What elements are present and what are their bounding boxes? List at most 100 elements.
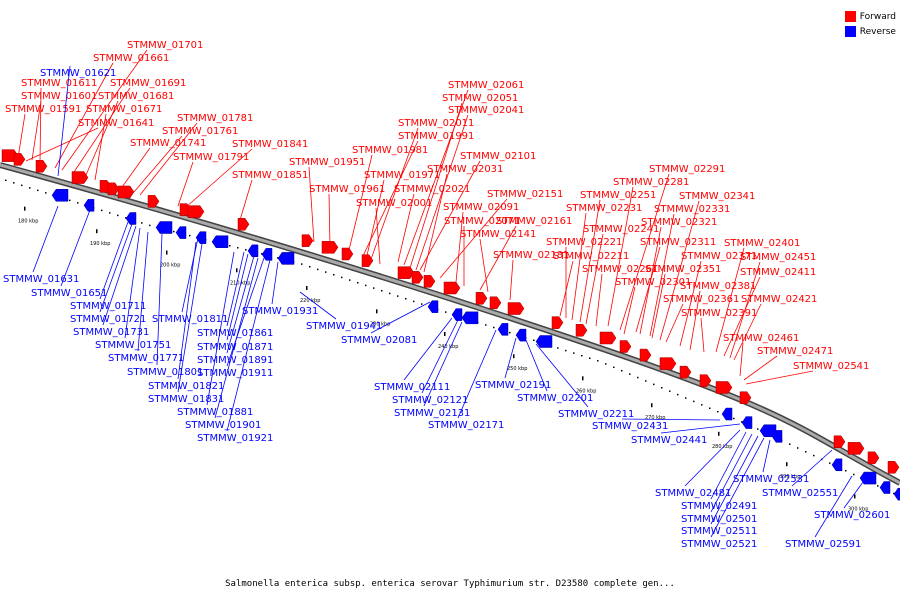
scale-dot bbox=[325, 271, 327, 273]
forward-leader-line bbox=[54, 62, 114, 169]
reverse-gene-label: STMMW_01721 bbox=[70, 314, 146, 325]
forward-gene-arrow bbox=[833, 435, 846, 449]
reverse-gene-arrow bbox=[247, 244, 259, 258]
forward-leader-line bbox=[409, 102, 463, 269]
scale-dot bbox=[789, 443, 791, 445]
scale-dot bbox=[805, 451, 807, 453]
reverse-gene-label: STMMW_02441 bbox=[631, 435, 707, 446]
forward-gene-arrow bbox=[739, 391, 752, 404]
reverse-gene-arrow bbox=[451, 308, 463, 321]
reverse-gene-arrow bbox=[771, 430, 783, 443]
forward-leader-line bbox=[623, 286, 636, 335]
scale-dot bbox=[685, 397, 687, 399]
scale-dot bbox=[661, 387, 663, 389]
reverse-leader-line bbox=[621, 418, 721, 421]
reverse-gene-arrow bbox=[741, 416, 753, 429]
reverse-leader-line bbox=[206, 251, 235, 406]
reverse-leader-line bbox=[710, 431, 747, 500]
tick-mark bbox=[236, 268, 238, 273]
forward-gene-label: STMMW_01701 bbox=[127, 40, 203, 51]
reverse-gene-label: STMMW_01621 bbox=[40, 68, 116, 79]
scale-dot bbox=[445, 311, 447, 313]
reverse-leader-line bbox=[403, 317, 453, 381]
forward-leader-line bbox=[559, 260, 574, 317]
scale-dot bbox=[637, 376, 639, 379]
forward-gene-arrow bbox=[13, 153, 26, 166]
reverse-gene-label: STMMW_02431 bbox=[592, 421, 668, 432]
forward-leader-line bbox=[439, 198, 508, 279]
reverse-gene-arrow bbox=[277, 252, 295, 265]
forward-leader-line bbox=[419, 160, 481, 271]
forward-gene-label: STMMW_02381 bbox=[680, 281, 756, 292]
forward-leader-line bbox=[745, 370, 814, 385]
forward-leader-line bbox=[585, 233, 604, 325]
forward-gene-arrow bbox=[35, 160, 48, 173]
forward-gene-label: STMMW_01981 bbox=[352, 145, 428, 156]
reverse-leader-line bbox=[504, 337, 517, 379]
forward-leader-line bbox=[689, 290, 701, 351]
forward-gene-label: STMMW_02241 bbox=[583, 224, 659, 235]
tick-mark bbox=[96, 229, 98, 234]
forward-leader-line bbox=[739, 342, 744, 377]
forward-leader-line bbox=[133, 135, 183, 193]
forward-gene-label: STMMW_01641 bbox=[78, 118, 154, 129]
scale-dot bbox=[581, 354, 583, 357]
scale-dot bbox=[485, 324, 487, 326]
reverse-leader-line bbox=[660, 423, 741, 434]
forward-gene-arrow bbox=[397, 266, 415, 279]
forward-swatch bbox=[844, 11, 856, 22]
forward-gene-label: STMMW_02161 bbox=[496, 216, 572, 227]
scale-dot bbox=[533, 339, 535, 342]
scale-dot bbox=[349, 279, 351, 281]
scale-dot bbox=[893, 492, 895, 495]
reverse-leader-line bbox=[226, 257, 265, 367]
reverse-gene-label: STMMW_01891 bbox=[197, 355, 273, 366]
forward-leader-line bbox=[649, 213, 675, 337]
reverse-gene-label: STMMW_02131 bbox=[394, 408, 470, 419]
forward-gene-label: STMMW_02421 bbox=[741, 294, 817, 305]
reverse-gene-arrow bbox=[83, 199, 95, 212]
tick-mark bbox=[718, 431, 720, 436]
reverse-gene-label: STMMW_02211 bbox=[558, 409, 634, 420]
forward-gene-label: STMMW_01681 bbox=[98, 91, 174, 102]
reverse-leader-line bbox=[370, 301, 431, 334]
scale-dot bbox=[621, 369, 623, 372]
scale-dot bbox=[813, 454, 815, 457]
forward-gene-label: STMMW_01851 bbox=[232, 170, 308, 181]
forward-gene-arrow bbox=[575, 324, 588, 337]
reverse-leader-line bbox=[710, 437, 765, 538]
forward-gene-label: STMMW_02301 bbox=[615, 277, 691, 288]
forward-gene-label: STMMW_02181 bbox=[493, 250, 569, 261]
reverse-gene-label: STMMW_01631 bbox=[3, 274, 79, 285]
reverse-gene-arrow bbox=[155, 221, 173, 234]
tick-label: 210 kbp bbox=[230, 280, 250, 286]
reverse-gene-label: STMMW_02501 bbox=[681, 514, 757, 525]
forward-gene-arrow bbox=[599, 331, 617, 345]
scale-dot bbox=[5, 179, 7, 182]
forward-leader-line bbox=[700, 317, 705, 353]
forward-gene-arrow bbox=[639, 348, 652, 362]
tick-label: 260 kbp bbox=[576, 388, 596, 394]
scale-dot bbox=[413, 300, 415, 303]
forward-leader-line bbox=[184, 148, 253, 209]
reverse-gene-label: STMMW_01941 bbox=[306, 321, 382, 332]
forward-gene-arrow bbox=[107, 182, 120, 196]
reverse-leader-line bbox=[32, 205, 59, 273]
forward-gene-label: STMMW_02361 bbox=[663, 294, 739, 305]
forward-leader-line bbox=[39, 87, 42, 164]
forward-gene-label: STMMW_02231 bbox=[566, 203, 642, 214]
tick-label: 240 kbp bbox=[438, 344, 458, 350]
reverse-gene-arrow bbox=[535, 335, 553, 348]
forward-gene-label: STMMW_01971 bbox=[364, 170, 440, 181]
scale-dot bbox=[853, 473, 855, 476]
reverse-gene-label: STMMW_01911 bbox=[197, 368, 273, 379]
forward-gene-label: STMMW_02401 bbox=[724, 238, 800, 249]
scale-dot bbox=[21, 184, 23, 187]
reverse-leader-line bbox=[60, 209, 91, 287]
forward-gene-arrow bbox=[887, 461, 900, 474]
forward-leader-line bbox=[479, 238, 489, 293]
forward-gene-arrow bbox=[301, 234, 314, 247]
forward-gene-arrow bbox=[423, 275, 436, 288]
forward-gene-label: STMMW_01601 bbox=[21, 91, 97, 102]
scale-dot bbox=[277, 257, 279, 259]
